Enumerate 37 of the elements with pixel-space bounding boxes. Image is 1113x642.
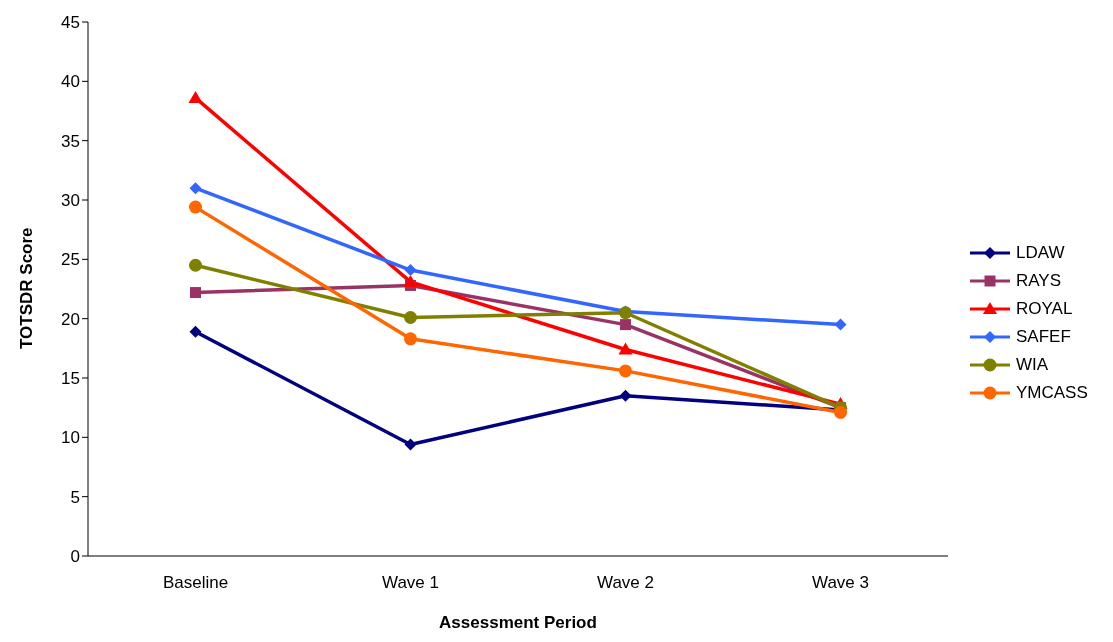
point [404, 264, 417, 277]
y-tick-label: 20 [61, 309, 80, 329]
point [189, 258, 202, 272]
point [618, 342, 633, 355]
legend-label: ROYAL [1016, 299, 1073, 319]
y-tick-label: 30 [61, 191, 80, 211]
legend-label: YMCASS [1016, 383, 1088, 403]
legend-label: RAYS [1016, 271, 1062, 291]
y-tick-label: 5 [70, 487, 80, 507]
y-tick-label: 15 [61, 369, 80, 389]
x-tick-label: Wave 1 [381, 573, 440, 593]
point [620, 319, 631, 331]
point [404, 332, 417, 346]
point [189, 182, 202, 195]
y-tick-label: 0 [70, 547, 80, 567]
point [404, 310, 417, 324]
y-axis-title: TOTSDR Score [17, 227, 37, 349]
x-tick-label: Baseline [162, 573, 229, 593]
point [190, 287, 201, 299]
y-tick-label: 25 [61, 250, 80, 270]
y-tick-label: 40 [61, 72, 80, 92]
point [403, 274, 418, 287]
point [188, 90, 203, 103]
point [189, 325, 202, 338]
legend-label: WIA [1016, 355, 1049, 375]
point [619, 389, 632, 402]
legend-label: SAFEF [1016, 327, 1071, 347]
point [189, 200, 202, 214]
x-axis-title: Assessment Period [439, 613, 597, 632]
point [404, 438, 417, 451]
point [619, 364, 632, 378]
legend-label: LDAW [1016, 243, 1065, 263]
y-tick-label: 10 [61, 428, 80, 448]
y-tick-label: 35 [61, 131, 80, 151]
x-tick-label: Wave 3 [811, 573, 870, 593]
y-tick-label: 45 [61, 13, 80, 33]
x-tick-label: Wave 2 [596, 573, 655, 593]
